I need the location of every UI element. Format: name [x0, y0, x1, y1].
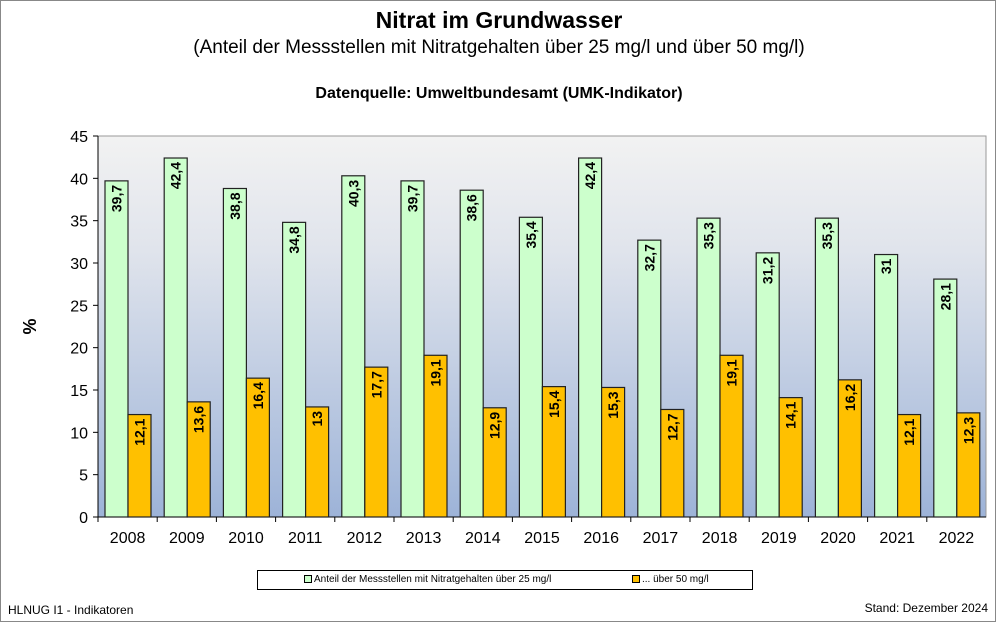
data-label: 42,4 — [168, 162, 184, 189]
data-label: 38,8 — [227, 192, 243, 219]
data-label: 35,3 — [819, 222, 835, 249]
y-tick-label: 35 — [70, 214, 88, 231]
bar-50 — [186, 401, 211, 518]
bar-25 — [755, 252, 780, 518]
bar-25 — [696, 217, 721, 518]
data-label: 16,2 — [842, 384, 858, 411]
bar-25 — [163, 157, 188, 518]
bar-50 — [364, 366, 389, 518]
bar-50 — [423, 354, 448, 518]
data-label: 12,1 — [132, 418, 148, 445]
y-tick-label: 0 — [79, 510, 88, 527]
bar-50 — [541, 386, 567, 518]
bar-25 — [637, 239, 662, 518]
y-tick-label: 10 — [70, 425, 88, 442]
bar-25 — [400, 180, 425, 518]
y-tick-label: 25 — [70, 298, 88, 315]
bar-50 — [778, 397, 803, 518]
x-tick-label: 2008 — [110, 530, 146, 547]
data-label: 31 — [878, 258, 894, 274]
bar-50 — [482, 407, 507, 518]
legend-swatch-yellow — [632, 575, 640, 583]
bar-25 — [518, 216, 544, 518]
bar-25 — [577, 157, 603, 518]
y-tick-label: 30 — [70, 256, 88, 273]
data-label: 19,1 — [724, 359, 740, 386]
x-tick-label: 2013 — [406, 530, 442, 547]
x-tick-label: 2014 — [465, 530, 501, 547]
data-label: 12,9 — [487, 412, 503, 439]
x-tick-label: 2021 — [879, 530, 915, 547]
bar-50 — [600, 386, 626, 518]
data-label: 12,7 — [664, 413, 680, 440]
bar-50 — [837, 379, 863, 518]
bar-50 — [956, 412, 981, 518]
bar-25 — [282, 221, 307, 518]
data-label: 16,4 — [250, 382, 266, 409]
bar-25 — [459, 189, 484, 518]
chart-subtitle: (Anteil der Messstellen mit Nitratgehalt… — [193, 37, 805, 58]
data-label: 39,7 — [109, 185, 125, 212]
data-label: 14,1 — [783, 401, 799, 428]
x-tick-label: 2020 — [820, 530, 856, 547]
bar-25 — [873, 253, 899, 518]
bar-50 — [719, 354, 744, 518]
footer-right: Stand: Dezember 2024 — [864, 601, 988, 615]
data-label: 31,2 — [760, 257, 776, 284]
y-tick-label: 15 — [70, 383, 88, 400]
bar-50 — [127, 413, 152, 518]
bar-50 — [660, 408, 685, 518]
bar-25 — [222, 187, 247, 518]
legend-label-50: ... über 50 mg/l — [642, 574, 709, 585]
x-tick-label: 2015 — [524, 530, 560, 547]
y-axis-label: % — [20, 318, 40, 334]
data-label: 28,1 — [937, 283, 953, 310]
data-label: 12,3 — [960, 417, 976, 444]
data-label: 13,6 — [191, 406, 207, 433]
footer-left: HLNUG I1 - Indikatoren — [8, 603, 134, 617]
data-label: 32,7 — [641, 244, 657, 271]
legend: Anteil der Messstellen mit Nitratgehalte… — [257, 570, 753, 590]
x-tick-label: 2017 — [643, 530, 679, 547]
data-label: 15,4 — [546, 390, 562, 417]
data-source: Datenquelle: Umweltbundesamt (UMK-Indika… — [315, 85, 683, 102]
x-tick-label: 2009 — [169, 530, 205, 547]
data-label: 40,3 — [345, 180, 361, 207]
y-tick-label: 5 — [79, 468, 88, 485]
x-tick-label: 2010 — [228, 530, 264, 547]
data-label: 12,1 — [901, 418, 917, 445]
bar-25 — [104, 180, 129, 518]
y-tick-label: 20 — [70, 341, 88, 358]
data-label: 35,3 — [701, 222, 717, 249]
x-tick-label: 2016 — [583, 530, 619, 547]
data-label: 17,7 — [368, 371, 384, 398]
bar-50 — [305, 406, 330, 518]
data-label: 15,3 — [605, 391, 621, 418]
legend-label-25: Anteil der Messstellen mit Nitratgehalte… — [314, 574, 552, 585]
y-tick-label: 40 — [70, 171, 88, 188]
bar-50 — [896, 413, 922, 518]
bar-50 — [245, 377, 270, 518]
data-label: 39,7 — [405, 185, 421, 212]
bar-25 — [341, 175, 366, 518]
legend-swatch-green — [304, 575, 312, 583]
data-label: 42,4 — [582, 162, 598, 189]
x-tick-label: 2018 — [702, 530, 738, 547]
chart-title: Nitrat im Grundwasser — [375, 7, 623, 33]
data-label: 38,6 — [464, 194, 480, 221]
data-label: 19,1 — [428, 359, 444, 386]
data-label: 35,4 — [523, 221, 539, 248]
x-tick-label: 2019 — [761, 530, 797, 547]
bar-25 — [814, 217, 840, 518]
bar-25 — [933, 278, 958, 518]
x-tick-label: 2022 — [939, 530, 975, 547]
data-label: 13 — [309, 411, 325, 427]
x-tick-label: 2012 — [347, 530, 383, 547]
data-label: 34,8 — [286, 226, 302, 253]
y-tick-label: 45 — [70, 129, 88, 146]
x-tick-label: 2011 — [288, 530, 323, 547]
